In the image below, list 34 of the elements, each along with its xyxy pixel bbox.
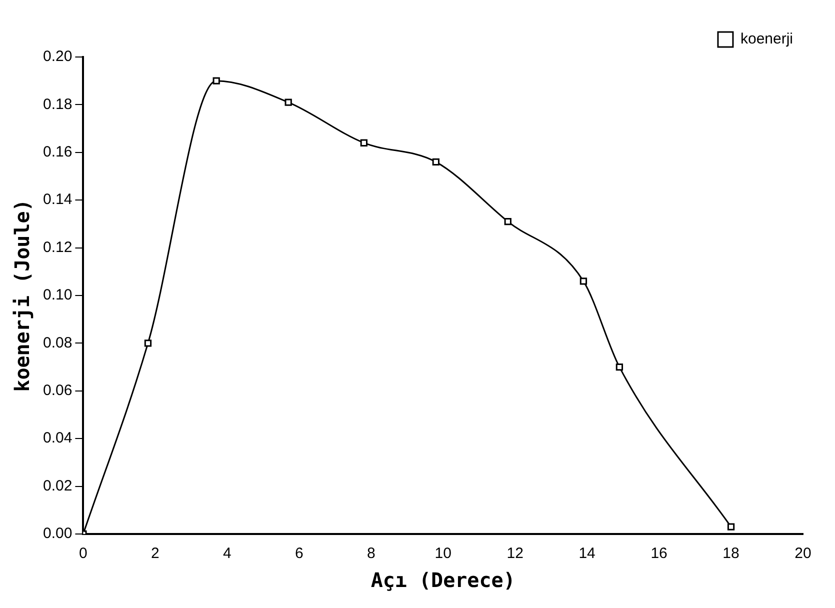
point bbox=[212, 77, 220, 84]
y-tick-label: 0.06 bbox=[42, 382, 72, 400]
y-tick-label: 0.14 bbox=[42, 191, 72, 208]
y-tick-label: 0.10 bbox=[42, 286, 72, 304]
y-tick-label: 0.12 bbox=[42, 238, 72, 256]
y-tick-label: 0.04 bbox=[42, 430, 72, 447]
y-axis-title: koenerji (Joule) bbox=[10, 199, 34, 392]
y-tick-label: 0.02 bbox=[42, 477, 72, 494]
x-tick-label: 16 bbox=[650, 545, 668, 562]
x-tick-label: 20 bbox=[794, 545, 812, 562]
x-tick-label: 14 bbox=[578, 545, 596, 562]
x-tick-label: 10 bbox=[434, 545, 452, 562]
x-tick-label: 18 bbox=[722, 545, 740, 562]
point bbox=[616, 363, 624, 371]
x-tick-label: 6 bbox=[294, 545, 304, 562]
point bbox=[144, 340, 152, 347]
x-tick-label: 4 bbox=[222, 545, 232, 562]
point bbox=[504, 218, 512, 226]
x-tick-label: 2 bbox=[151, 545, 160, 562]
x-tick-label: 0 bbox=[79, 545, 88, 562]
x-tick-label: 12 bbox=[506, 545, 524, 562]
point bbox=[284, 98, 292, 106]
y-tick-label: 0.08 bbox=[42, 334, 72, 352]
point bbox=[432, 158, 440, 166]
y-tick-label: 0.00 bbox=[42, 525, 72, 542]
point bbox=[580, 278, 588, 285]
legend-label: koenerji bbox=[740, 30, 793, 48]
point bbox=[727, 523, 735, 530]
y-tick-label: 0.18 bbox=[42, 96, 72, 113]
x-axis-title: Açı (Derece) bbox=[370, 568, 516, 592]
x-tick-label: 8 bbox=[366, 545, 376, 562]
y-tick-label: 0.16 bbox=[42, 144, 72, 161]
point bbox=[360, 139, 368, 146]
y-tick-label: 0.20 bbox=[42, 48, 72, 66]
